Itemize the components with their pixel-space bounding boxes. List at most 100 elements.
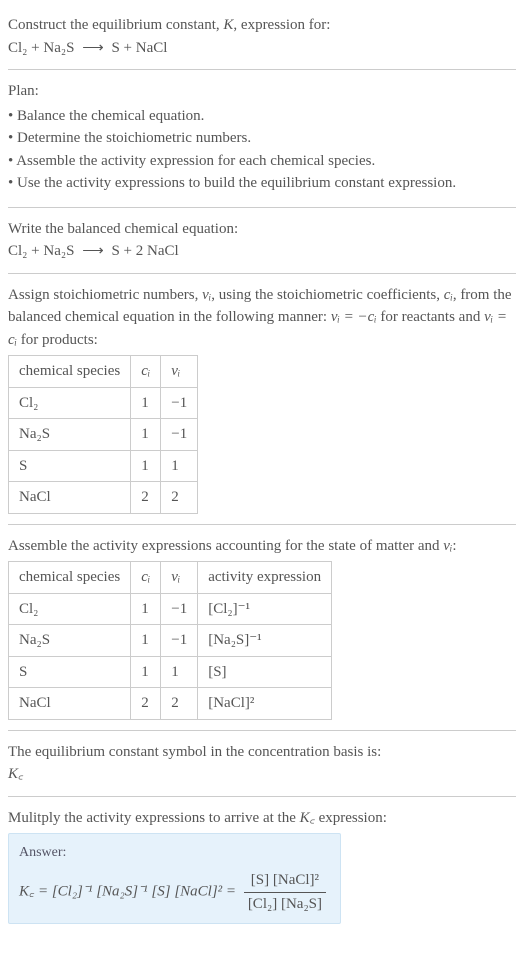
intro-text-b: , expression for: bbox=[233, 17, 330, 33]
intro-text-a: Construct the equilibrium constant, bbox=[8, 17, 223, 33]
table-cell: Na₂S bbox=[9, 625, 131, 657]
table-row: chemical species cᵢ νᵢ activity expressi… bbox=[9, 562, 332, 594]
divider bbox=[8, 730, 516, 731]
answer-fraction: [S] [NaCl]² [Cl₂] [Na₂S] bbox=[244, 869, 326, 915]
divider bbox=[8, 207, 516, 208]
table-cell: 1 bbox=[131, 656, 161, 688]
symbol-kc: K꜀ bbox=[8, 763, 516, 786]
table-cell: 2 bbox=[161, 688, 198, 720]
divider bbox=[8, 796, 516, 797]
activity-table: chemical species cᵢ νᵢ activity expressi… bbox=[8, 561, 332, 720]
table-cell: [Na₂S]⁻¹ bbox=[198, 625, 332, 657]
symbol-section: The equilibrium constant symbol in the c… bbox=[8, 735, 516, 792]
balanced-rhs: S + 2 NaCl bbox=[111, 243, 178, 259]
final-section: Mulitply the activity expressions to arr… bbox=[8, 801, 516, 931]
table-cell: S bbox=[9, 656, 131, 688]
table-row: Na₂S 1 −1 bbox=[9, 419, 198, 451]
symbol-text: The equilibrium constant symbol in the c… bbox=[8, 741, 516, 764]
table-header: cᵢ bbox=[131, 562, 161, 594]
table-cell: 2 bbox=[131, 482, 161, 514]
table-row: S 1 1 bbox=[9, 450, 198, 482]
stoich-text-d: for reactants and bbox=[377, 309, 484, 325]
balanced-section: Write the balanced chemical equation: Cl… bbox=[8, 212, 516, 269]
table-header: activity expression bbox=[198, 562, 332, 594]
table-cell: 1 bbox=[131, 419, 161, 451]
table-cell: 1 bbox=[131, 625, 161, 657]
table-cell: −1 bbox=[161, 419, 198, 451]
arrow-icon: ⟶ bbox=[78, 40, 108, 56]
activity-heading-a: Assemble the activity expressions accoun… bbox=[8, 538, 443, 554]
table-cell: NaCl bbox=[9, 482, 131, 514]
activity-heading-b: : bbox=[452, 538, 456, 554]
intro-eq-rhs: S + NaCl bbox=[111, 40, 167, 56]
table-row: S 1 1 [S] bbox=[9, 656, 332, 688]
stoich-nu: νᵢ bbox=[202, 287, 211, 303]
balanced-equation: Cl₂ + Na₂S ⟶ S + 2 NaCl bbox=[8, 243, 179, 259]
arrow-icon: ⟶ bbox=[78, 243, 108, 259]
list-item: Assemble the activity expression for eac… bbox=[8, 150, 516, 173]
table-cell: 2 bbox=[161, 482, 198, 514]
final-heading-b: expression: bbox=[315, 810, 387, 826]
table-cell: [NaCl]² bbox=[198, 688, 332, 720]
answer-lhs: K꜀ = [Cl₂]⁻¹ [Na₂S]⁻¹ [S] [NaCl]² = bbox=[19, 883, 240, 899]
fraction-numerator: [S] [NaCl]² bbox=[244, 869, 326, 893]
stoich-text-b: , using the stoichiometric coefficients, bbox=[211, 287, 444, 303]
table-cell: NaCl bbox=[9, 688, 131, 720]
list-item: Balance the chemical equation. bbox=[8, 105, 516, 128]
answer-box: Answer: K꜀ = [Cl₂]⁻¹ [Na₂S]⁻¹ [S] [NaCl]… bbox=[8, 833, 341, 924]
table-header: chemical species bbox=[9, 562, 131, 594]
table-header: νᵢ bbox=[161, 562, 198, 594]
table-row: NaCl 2 2 [NaCl]² bbox=[9, 688, 332, 720]
table-header: chemical species bbox=[9, 356, 131, 388]
activity-section: Assemble the activity expressions accoun… bbox=[8, 529, 516, 726]
table-cell: Cl₂ bbox=[9, 593, 131, 625]
plan-heading: Plan: bbox=[8, 80, 516, 103]
table-cell: [S] bbox=[198, 656, 332, 688]
intro-section: Construct the equilibrium constant, K, e… bbox=[8, 8, 516, 65]
table-row: Cl₂ 1 −1 bbox=[9, 387, 198, 419]
table-header: cᵢ bbox=[131, 356, 161, 388]
table-cell: Na₂S bbox=[9, 419, 131, 451]
table-cell: 1 bbox=[161, 450, 198, 482]
table-cell: [Cl₂]⁻¹ bbox=[198, 593, 332, 625]
table-cell: 1 bbox=[131, 450, 161, 482]
table-row: Na₂S 1 −1 [Na₂S]⁻¹ bbox=[9, 625, 332, 657]
balanced-heading: Write the balanced chemical equation: bbox=[8, 218, 516, 241]
intro-equation: Cl₂ + Na₂S ⟶ S + NaCl bbox=[8, 40, 167, 56]
answer-expression: K꜀ = [Cl₂]⁻¹ [Na₂S]⁻¹ [S] [NaCl]² = [S] … bbox=[19, 869, 330, 915]
activity-nu: νᵢ bbox=[443, 538, 452, 554]
intro-K: K bbox=[223, 17, 233, 33]
table-row: chemical species cᵢ νᵢ bbox=[9, 356, 198, 388]
list-item: Determine the stoichiometric numbers. bbox=[8, 127, 516, 150]
list-item: Use the activity expressions to build th… bbox=[8, 172, 516, 195]
stoich-text-a: Assign stoichiometric numbers, bbox=[8, 287, 202, 303]
divider bbox=[8, 69, 516, 70]
table-row: NaCl 2 2 bbox=[9, 482, 198, 514]
divider bbox=[8, 273, 516, 274]
stoich-table: chemical species cᵢ νᵢ Cl₂ 1 −1 Na₂S 1 −… bbox=[8, 355, 198, 514]
stoich-c: cᵢ bbox=[444, 287, 453, 303]
balanced-lhs: Cl₂ + Na₂S bbox=[8, 243, 74, 259]
table-cell: 2 bbox=[131, 688, 161, 720]
final-heading-a: Mulitply the activity expressions to arr… bbox=[8, 810, 300, 826]
table-cell: S bbox=[9, 450, 131, 482]
stoich-section: Assign stoichiometric numbers, νᵢ, using… bbox=[8, 278, 516, 520]
table-row: Cl₂ 1 −1 [Cl₂]⁻¹ bbox=[9, 593, 332, 625]
final-kc: K꜀ bbox=[300, 810, 315, 826]
stoich-rel1: νᵢ = −cᵢ bbox=[331, 309, 377, 325]
table-cell: 1 bbox=[161, 656, 198, 688]
table-cell: −1 bbox=[161, 593, 198, 625]
fraction-denominator: [Cl₂] [Na₂S] bbox=[244, 893, 326, 916]
table-cell: Cl₂ bbox=[9, 387, 131, 419]
plan-list: Balance the chemical equation. Determine… bbox=[8, 105, 516, 195]
intro-eq-lhs: Cl₂ + Na₂S bbox=[8, 40, 74, 56]
table-cell: −1 bbox=[161, 625, 198, 657]
table-cell: 1 bbox=[131, 593, 161, 625]
table-header: νᵢ bbox=[161, 356, 198, 388]
table-cell: 1 bbox=[131, 387, 161, 419]
plan-section: Plan: Balance the chemical equation. Det… bbox=[8, 74, 516, 203]
stoich-text-e: for products: bbox=[17, 332, 98, 348]
answer-label: Answer: bbox=[19, 842, 330, 863]
table-cell: −1 bbox=[161, 387, 198, 419]
divider bbox=[8, 524, 516, 525]
